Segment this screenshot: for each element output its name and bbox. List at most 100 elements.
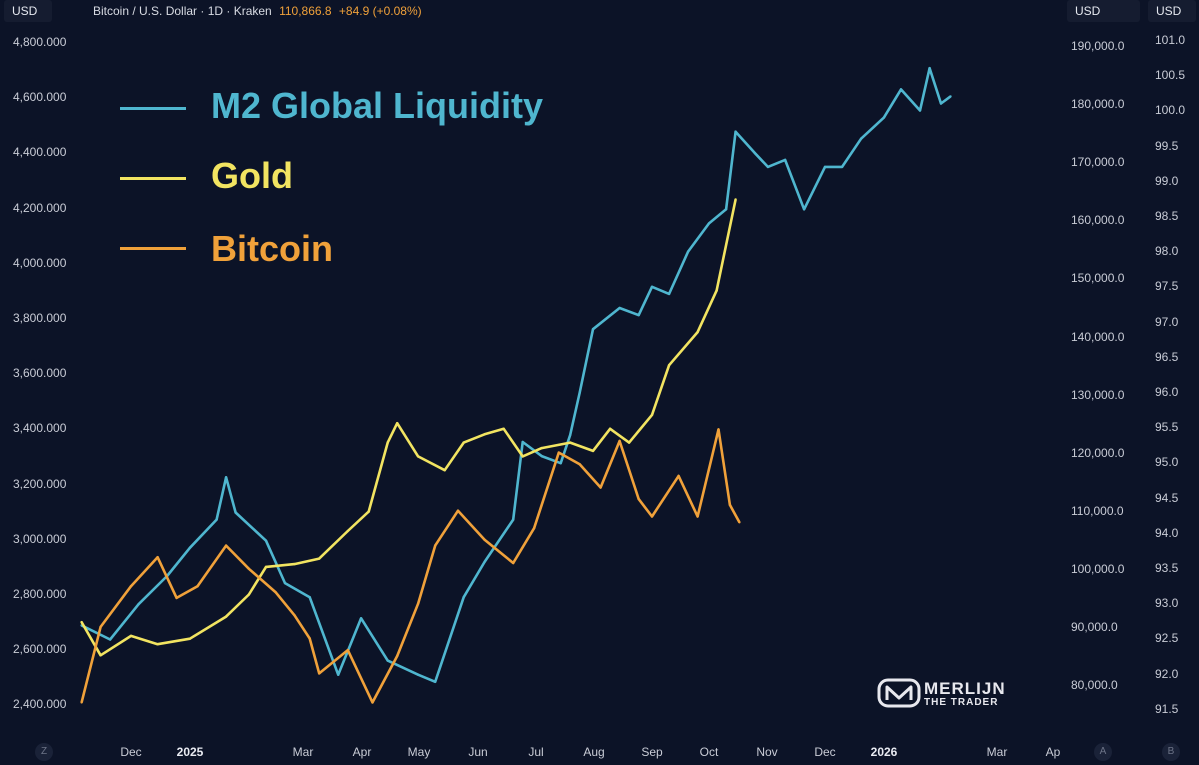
data-point (753, 151, 756, 154)
data-point (224, 615, 228, 618)
data-point (715, 289, 718, 292)
data-point (264, 539, 268, 542)
data-point (802, 208, 806, 211)
last-price: 110,866.8 (279, 4, 332, 18)
data-point (591, 328, 595, 331)
right-axis-2-tick: 95.0 (1155, 455, 1179, 470)
time-axis-tick: Aug (583, 745, 605, 759)
data-point (686, 250, 690, 253)
data-point (462, 441, 465, 444)
data-point (247, 593, 251, 596)
data-point (80, 620, 83, 624)
data-point (318, 672, 321, 675)
data-point (247, 567, 251, 570)
left-axis-tick: 4,000.000 (13, 255, 67, 270)
data-point (434, 680, 437, 683)
time-axis-tick: Oct (699, 745, 719, 759)
data-point (346, 529, 349, 533)
left-axis-tick: 2,800.000 (13, 587, 67, 601)
data-point (416, 455, 420, 458)
data-point (80, 701, 83, 704)
right-axis-1-tick: 190,000.0 (1071, 39, 1125, 53)
data-point (264, 565, 268, 569)
data-point (728, 503, 732, 507)
auto-scale-button[interactable]: A (1094, 743, 1112, 761)
data-point (483, 560, 486, 564)
series-line-m2-global-liquidity[interactable] (81, 66, 952, 684)
data-point (717, 428, 720, 431)
data-point (696, 515, 699, 518)
data-point (696, 330, 699, 334)
left-currency-badge[interactable]: USD (4, 0, 52, 22)
data-point (939, 102, 943, 105)
data-point (137, 603, 140, 606)
right-axis-2-tick: 96.5 (1155, 349, 1179, 364)
right-axis-2-tick: 97.5 (1155, 279, 1179, 294)
time-axis-tick: Dec (814, 745, 836, 759)
data-point (521, 455, 524, 458)
data-point (599, 486, 602, 489)
data-point (840, 165, 844, 169)
time-axis-tick: 2026 (870, 745, 898, 759)
data-point (918, 109, 922, 112)
data-point (188, 637, 192, 640)
data-point (502, 427, 505, 430)
data-point (512, 518, 515, 521)
data-point (367, 510, 370, 513)
data-point (569, 433, 572, 437)
data-point (129, 634, 133, 638)
data-point (283, 581, 287, 585)
data-point (559, 462, 562, 465)
data-point (434, 544, 437, 547)
series-line-bitcoin[interactable] (80, 428, 741, 704)
data-point (371, 701, 374, 704)
data-point (234, 511, 237, 514)
data-point (532, 527, 536, 530)
data-point (521, 440, 524, 444)
right-axis-2-tick: 92.5 (1155, 631, 1179, 646)
data-point (650, 515, 654, 518)
data-point (859, 137, 863, 140)
right-axis-1-tick: 140,000.0 (1071, 329, 1125, 344)
data-point (416, 602, 420, 605)
data-point (156, 556, 159, 559)
legend-label-gold: Gold (211, 155, 293, 196)
series-line-gold[interactable] (80, 199, 737, 657)
data-point (293, 614, 296, 617)
data-point (899, 88, 903, 91)
data-point (627, 441, 631, 444)
data-point (359, 617, 363, 620)
data-point (650, 413, 654, 417)
log-scale-button[interactable]: B (1162, 743, 1180, 761)
logo-line-2: THE TRADER (924, 697, 999, 708)
data-point (346, 648, 349, 652)
right-axis-2-tick: 91.5 (1155, 701, 1179, 716)
zoom-reset-button[interactable]: Z (35, 743, 53, 761)
data-point (540, 446, 543, 450)
data-point (557, 451, 560, 454)
time-axis-tick: Mar (292, 745, 314, 759)
left-axis-tick: 3,400.000 (13, 421, 67, 436)
data-point (386, 659, 389, 662)
data-point (318, 557, 321, 560)
right-axis-1-tick: 160,000.0 (1071, 213, 1125, 228)
data-point (224, 476, 228, 479)
chart-plot-area[interactable] (0, 0, 1060, 740)
left-axis-tick: 2,600.000 (13, 642, 67, 657)
data-point (396, 422, 399, 425)
data-point (540, 454, 543, 458)
data-point (196, 585, 199, 588)
right-currency-badge-2[interactable]: USD (1148, 0, 1196, 22)
right-currency-badge-1[interactable]: USD (1067, 0, 1140, 22)
data-point (416, 673, 420, 676)
right-axis-2-tick: 100.5 (1155, 68, 1186, 83)
data-point (569, 441, 572, 444)
data-point (608, 427, 612, 430)
right-axis-1-tick: 120,000.0 (1071, 445, 1125, 460)
data-point (637, 313, 640, 317)
data-point (215, 518, 218, 521)
right-axis-1-tick: 100,000.0 (1071, 561, 1125, 576)
left-axis-tick: 3,000.000 (13, 531, 67, 546)
time-axis-tick: Ap (1045, 745, 1061, 759)
left-axis-tick: 3,600.000 (13, 366, 67, 381)
